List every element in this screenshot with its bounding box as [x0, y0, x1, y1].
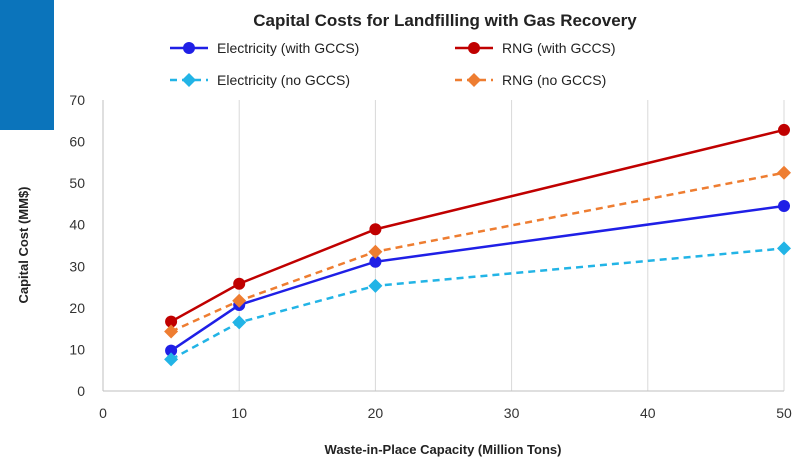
- y-tick-label-70: 70: [69, 92, 85, 108]
- series-3: [164, 165, 791, 339]
- data-point-3-0: [164, 324, 179, 339]
- series-line-1: [170, 128, 785, 323]
- series-0: [165, 200, 790, 357]
- data-point-2-3: [777, 241, 791, 256]
- legend-item-1: RNG (with GCCS): [455, 40, 616, 56]
- data-point-0-2: [369, 255, 382, 268]
- legend-label-3: RNG (no GCCS): [502, 72, 606, 88]
- data-point-3-3: [777, 165, 791, 180]
- x-tick-label-30: 30: [504, 405, 520, 421]
- data-point-2-1: [232, 315, 247, 330]
- series-2: [164, 241, 791, 367]
- data-point-3-2: [368, 244, 383, 259]
- axes: 0 10 20 30 40 50 60 70 0 10 20 30 40 50: [69, 92, 792, 421]
- legend: Electricity (with GCCS) RNG (with GCCS) El…: [170, 40, 616, 88]
- legend-swatch-marker-2: [182, 73, 196, 87]
- x-tick-label-40: 40: [640, 405, 656, 421]
- y-tick-label-60: 60: [69, 134, 85, 150]
- x-tick-label-10: 10: [231, 405, 247, 421]
- data-point-0-0: [165, 344, 178, 357]
- data-point-1-3: [778, 123, 790, 136]
- legend-label-2: Electricity (no GCCS): [217, 72, 350, 88]
- series-line-2: [170, 247, 785, 361]
- legend-swatch-marker-0: [183, 42, 195, 54]
- data-point-1-0: [165, 315, 178, 328]
- chart-title: Capital Costs for Landfilling with Gas R…: [253, 11, 637, 30]
- series-line-3: [170, 171, 785, 333]
- y-tick-label-20: 20: [69, 300, 85, 316]
- x-axis-title: Waste-in-Place Capacity (Million Tons): [325, 442, 562, 457]
- legend-swatch-marker-3: [467, 73, 481, 87]
- grid: [238, 100, 785, 391]
- y-tick-label-40: 40: [69, 217, 85, 233]
- y-tick-label-50: 50: [69, 175, 85, 191]
- data-point-0-3: [778, 200, 790, 213]
- data-point-3-1: [232, 293, 247, 308]
- series-layer: [164, 123, 791, 367]
- data-point-1-1: [233, 277, 246, 290]
- x-tick-label-20: 20: [368, 405, 384, 421]
- data-point-1-2: [369, 223, 382, 236]
- legend-label-0: Electricity (with GCCS): [217, 40, 359, 56]
- data-point-2-2: [368, 278, 383, 293]
- series-line-0: [170, 204, 785, 352]
- legend-item-3: RNG (no GCCS): [455, 72, 606, 88]
- legend-item-2: Electricity (no GCCS): [170, 72, 350, 88]
- corner-color-block: [0, 0, 54, 130]
- legend-swatch-marker-1: [468, 42, 480, 54]
- x-tick-label-50: 50: [776, 405, 792, 421]
- legend-label-1: RNG (with GCCS): [502, 40, 616, 56]
- data-point-2-0: [164, 352, 179, 367]
- x-tick-label-0: 0: [99, 405, 107, 421]
- y-axis-title: Capital Cost (MM$): [16, 187, 31, 304]
- series-1: [165, 123, 790, 328]
- y-tick-label-0: 0: [77, 383, 85, 399]
- y-tick-label-30: 30: [69, 258, 85, 274]
- legend-item-0: Electricity (with GCCS): [170, 40, 359, 56]
- y-tick-label-10: 10: [69, 341, 85, 357]
